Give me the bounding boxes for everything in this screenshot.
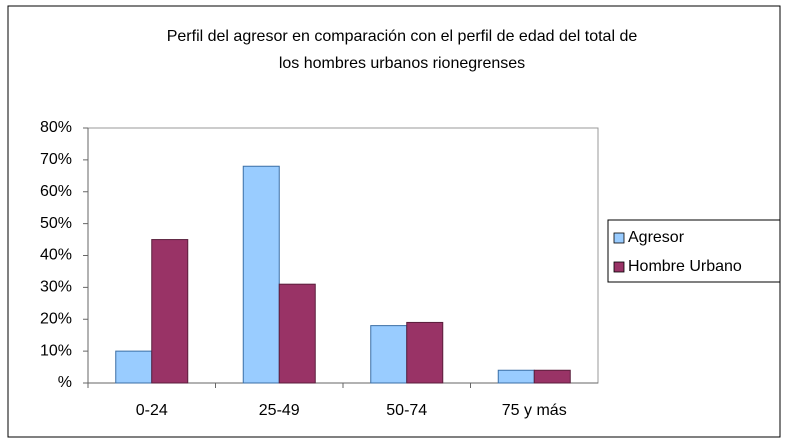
chart-title: Perfil del agresor en comparación con el… bbox=[167, 28, 638, 45]
y-tick-label: 50% bbox=[40, 215, 72, 232]
bar bbox=[370, 325, 408, 384]
x-tick-label: 75 y más bbox=[502, 402, 567, 419]
legend-box bbox=[607, 219, 781, 283]
bar bbox=[497, 369, 535, 384]
y-tick-label: 80% bbox=[40, 119, 72, 136]
y-tick-label: 20% bbox=[40, 310, 72, 327]
bar bbox=[151, 239, 189, 384]
legend-swatch bbox=[613, 232, 625, 244]
x-tick-label: 25-49 bbox=[259, 402, 300, 419]
y-tick-label: 60% bbox=[40, 183, 72, 200]
chart-title: los hombres urbanos rionegrenses bbox=[279, 55, 525, 72]
x-tick-label: 0-24 bbox=[136, 402, 168, 419]
bar bbox=[406, 321, 444, 384]
y-tick-label: 70% bbox=[40, 151, 72, 168]
y-tick-label: 30% bbox=[40, 279, 72, 296]
bar bbox=[278, 283, 316, 384]
legend-swatch bbox=[613, 261, 625, 273]
bar bbox=[115, 350, 153, 384]
y-tick-label: 10% bbox=[40, 342, 72, 359]
x-tick-label: 50-74 bbox=[386, 402, 427, 419]
bar bbox=[242, 165, 280, 384]
legend-label: Hombre Urbano bbox=[628, 258, 742, 275]
bar bbox=[533, 369, 571, 384]
legend-label: Agresor bbox=[628, 229, 685, 246]
y-tick-label: 40% bbox=[40, 247, 72, 264]
y-tick-label: % bbox=[58, 374, 72, 391]
